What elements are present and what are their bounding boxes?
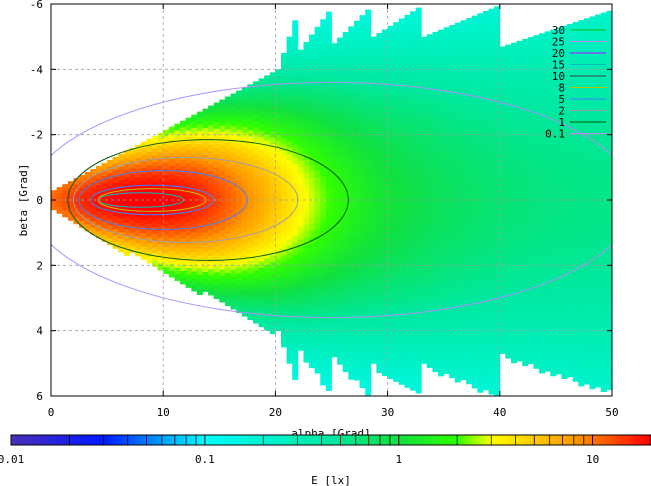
legend-label: 20 bbox=[552, 47, 565, 60]
colorbar-tick-label: 1 bbox=[395, 453, 402, 466]
legend-label: 0.1 bbox=[545, 128, 565, 141]
legend-label: 2 bbox=[558, 105, 565, 118]
colorbar-tick-label: 0.1 bbox=[195, 453, 215, 466]
y-tick-label: -6 bbox=[30, 0, 43, 11]
y-tick-label: 2 bbox=[36, 259, 43, 272]
contour-level-8 bbox=[97, 188, 207, 212]
legend-label: 10 bbox=[552, 70, 565, 83]
contour-level-0-1 bbox=[51, 81, 612, 319]
colorbar-tick-label: 0.01 bbox=[0, 453, 24, 466]
grid-lines bbox=[51, 4, 612, 396]
legend-label: 30 bbox=[552, 24, 565, 37]
x-tick-label: 10 bbox=[157, 406, 170, 419]
colorbar-ticks: 0.01 0.1 1 10 bbox=[0, 435, 651, 466]
legend-label: 15 bbox=[552, 59, 565, 72]
x-tick-label: 30 bbox=[381, 406, 394, 419]
y-tick-label: 6 bbox=[36, 390, 43, 403]
y-tick-label: -4 bbox=[30, 63, 44, 76]
legend-label: 1 bbox=[558, 116, 565, 129]
contour-level-5 bbox=[78, 170, 248, 230]
y-axis-label: beta [Grad] bbox=[17, 164, 30, 237]
x-axis-ticks: 0 10 20 30 40 50 bbox=[48, 4, 619, 419]
legend-label: 8 bbox=[558, 82, 565, 95]
y-tick-label: -2 bbox=[30, 129, 43, 142]
y-tick-label: 4 bbox=[36, 325, 43, 338]
colorbar-label: E [lx] bbox=[311, 474, 351, 486]
x-tick-label: 40 bbox=[493, 406, 506, 419]
x-tick-label: 50 bbox=[605, 406, 618, 419]
contour-level-1 bbox=[67, 139, 349, 261]
y-tick-label: 0 bbox=[36, 194, 43, 207]
legend-label: 25 bbox=[552, 36, 565, 49]
legend-label: 5 bbox=[558, 93, 565, 106]
x-tick-label: 20 bbox=[269, 406, 282, 419]
x-tick-label: 0 bbox=[48, 406, 55, 419]
y-axis-ticks: -6 -4 -2 0 2 4 6 bbox=[30, 0, 612, 403]
colorbar bbox=[10, 434, 651, 446]
colorbar-tick-label: 10 bbox=[586, 453, 599, 466]
